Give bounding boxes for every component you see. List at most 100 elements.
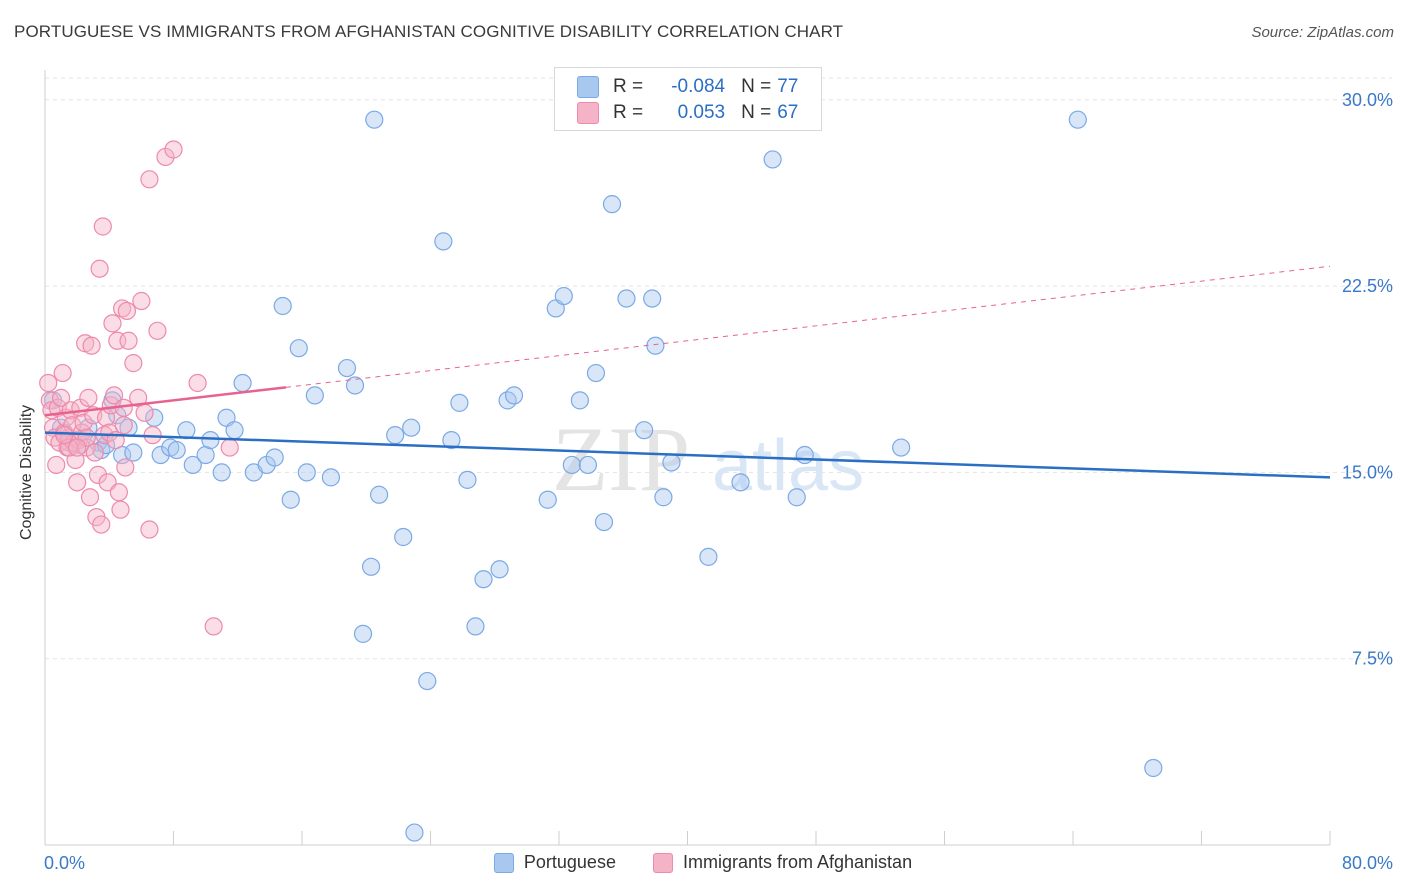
data-point-afghanistan xyxy=(74,413,93,432)
data-point-afghanistan xyxy=(164,140,183,159)
trend-lines xyxy=(44,265,1331,479)
data-point-portuguese xyxy=(617,289,636,308)
data-point-portuguese xyxy=(643,289,662,308)
data-point-portuguese xyxy=(466,617,485,636)
data-point-afghanistan xyxy=(220,438,239,457)
data-point-portuguese xyxy=(554,286,573,306)
stats-legend-box: R = -0.084 N = 77 R = 0.053 N = 67 xyxy=(554,67,822,131)
data-point-afghanistan xyxy=(53,363,72,383)
legend-item-afghanistan[interactable]: Immigrants from Afghanistan xyxy=(652,852,913,873)
legend-label-portuguese: Portuguese xyxy=(523,852,616,872)
legend-item-portuguese[interactable]: Portuguese xyxy=(493,852,616,873)
data-point-afghanistan xyxy=(90,259,109,278)
n-value: 77 xyxy=(777,76,799,97)
axes xyxy=(44,70,1331,846)
stats-swatch-afghanistan xyxy=(577,102,599,124)
data-point-portuguese xyxy=(124,443,143,462)
data-point-afghanistan xyxy=(39,373,58,393)
data-point-portuguese xyxy=(450,393,469,412)
data-point-afghanistan xyxy=(93,217,112,236)
data-point-portuguese xyxy=(370,485,389,504)
data-point-afghanistan xyxy=(119,331,138,350)
data-point-afghanistan xyxy=(116,458,135,477)
data-point-portuguese xyxy=(365,110,384,129)
legend-swatch-portuguese xyxy=(493,852,514,873)
data-point-afghanistan xyxy=(112,299,132,318)
y-tick-label: 7.5% xyxy=(1352,649,1393,669)
data-point-portuguese xyxy=(699,547,718,566)
trend-line-afghanistan-projection xyxy=(285,265,1331,388)
data-point-portuguese xyxy=(305,386,324,405)
data-point-afghanistan xyxy=(132,291,151,311)
data-point-portuguese xyxy=(201,431,220,450)
data-point-afghanistan xyxy=(79,388,98,407)
trend-line-portuguese xyxy=(44,431,1331,479)
data-point-portuguese xyxy=(892,438,911,457)
data-point-portuguese xyxy=(337,358,357,378)
n-label: N = xyxy=(741,76,772,97)
data-point-afghanistan xyxy=(68,473,87,492)
data-point-portuguese xyxy=(635,421,654,440)
data-point-portuguese xyxy=(562,455,581,475)
data-point-afghanistan xyxy=(117,301,137,321)
r-value: 0.053 xyxy=(677,102,726,123)
data-point-portuguese xyxy=(273,296,292,316)
tick-labels: 7.5% 15.0% 22.5% 30.0% 0.0% 80.0% xyxy=(44,90,1393,873)
x-tick-label-min: 0.0% xyxy=(44,853,85,873)
chart-title: PORTUGUESE VS IMMIGRANTS FROM AFGHANISTA… xyxy=(14,22,844,41)
data-point-portuguese xyxy=(265,448,284,467)
data-point-afghanistan xyxy=(114,416,133,435)
data-point-afghanistan xyxy=(135,403,154,422)
y-tick-label: 15.0% xyxy=(1342,462,1393,482)
data-point-portuguese xyxy=(233,373,252,393)
stats-row-portuguese: R = -0.084 N = 77 xyxy=(577,74,798,100)
data-point-afghanistan xyxy=(82,336,101,355)
data-point-portuguese xyxy=(183,455,202,475)
data-point-afghanistan xyxy=(88,465,108,484)
r-value: -0.084 xyxy=(671,76,726,97)
data-points xyxy=(39,110,1163,842)
data-point-portuguese xyxy=(586,363,606,383)
data-point-portuguese xyxy=(418,671,437,691)
data-point-portuguese xyxy=(361,557,381,576)
data-point-portuguese xyxy=(662,453,681,472)
watermark-zip: ZIP xyxy=(552,408,690,510)
n-label: N = xyxy=(741,102,772,123)
stats-swatch-portuguese xyxy=(577,76,599,98)
data-point-portuguese xyxy=(795,445,814,465)
data-point-afghanistan xyxy=(188,373,207,393)
series-legend: Portuguese Immigrants from Afghanistan xyxy=(0,852,1406,878)
data-point-afghanistan xyxy=(140,170,159,189)
data-point-portuguese xyxy=(1068,110,1087,129)
source-credit: Source: ZipAtlas.com xyxy=(1251,24,1394,41)
data-point-portuguese xyxy=(394,527,413,547)
trend-line-afghanistan xyxy=(44,386,287,417)
data-point-portuguese xyxy=(594,512,614,532)
data-point-portuguese xyxy=(731,473,750,492)
y-tick-label: 30.0% xyxy=(1342,90,1393,110)
data-point-afghanistan xyxy=(111,500,130,519)
data-point-portuguese xyxy=(386,426,405,445)
data-point-afghanistan xyxy=(104,386,124,405)
data-point-afghanistan xyxy=(140,520,159,539)
r-label: R = xyxy=(613,102,644,123)
data-point-portuguese xyxy=(458,470,477,489)
data-point-afghanistan xyxy=(103,314,122,333)
data-point-afghanistan xyxy=(109,483,128,502)
data-point-portuguese xyxy=(654,488,673,507)
data-point-portuguese xyxy=(763,150,782,169)
data-point-portuguese xyxy=(321,468,341,487)
stats-row-afghanistan: R = 0.053 N = 67 xyxy=(577,100,798,126)
y-axis-label: Cognitive Disability xyxy=(18,404,35,540)
data-point-portuguese xyxy=(787,488,806,507)
legend-label-afghanistan: Immigrants from Afghanistan xyxy=(682,852,913,872)
data-point-afghanistan xyxy=(68,438,87,457)
data-point-afghanistan xyxy=(55,426,74,445)
data-point-portuguese xyxy=(1144,758,1163,778)
data-point-portuguese xyxy=(538,490,557,509)
data-point-afghanistan xyxy=(124,354,143,373)
data-point-portuguese xyxy=(281,490,300,509)
watermark-atlas: atlas xyxy=(712,426,864,506)
data-point-afghanistan xyxy=(80,488,100,507)
data-point-portuguese xyxy=(442,431,461,450)
